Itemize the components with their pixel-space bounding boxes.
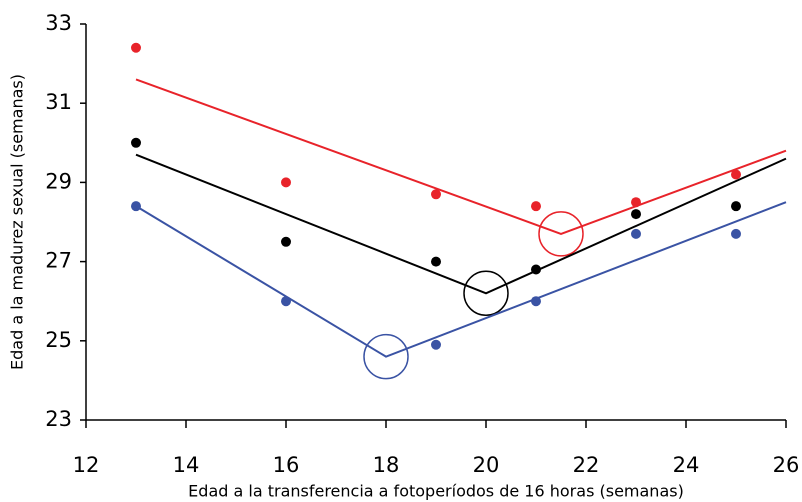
point	[281, 177, 291, 188]
y-tick-label: 33	[45, 11, 72, 35]
point	[631, 209, 641, 220]
point	[731, 169, 741, 180]
y-tick-label: 27	[45, 249, 72, 273]
x-axis-title: Edad a la transferencia a fotoperíodos d…	[188, 482, 684, 501]
y-tick-label: 31	[45, 90, 72, 114]
point	[531, 201, 541, 212]
point	[531, 296, 541, 307]
fit-line	[135, 201, 787, 358]
point	[631, 197, 641, 208]
point	[131, 42, 141, 53]
point	[631, 228, 641, 239]
point	[431, 189, 441, 200]
x-tick-label: 12	[73, 453, 100, 477]
point	[431, 256, 441, 267]
x-tick-label: 18	[373, 453, 400, 477]
point	[531, 264, 541, 275]
x-tick-label: 14	[173, 453, 200, 477]
point	[131, 201, 141, 212]
y-tick-label: 29	[45, 169, 72, 193]
breakpoint-circle	[463, 270, 509, 317]
y-tick-label: 23	[45, 407, 72, 431]
y-axis-title: Edad a la madurez sexual (semanas)	[8, 74, 27, 370]
x-tick-label: 16	[273, 453, 300, 477]
fit-line	[135, 153, 787, 295]
point	[131, 137, 141, 148]
fit-line	[135, 78, 787, 235]
point	[431, 339, 441, 350]
breakpoint-circle	[363, 333, 409, 380]
breakpoint-circle	[538, 211, 584, 257]
x-tick-label: 22	[573, 453, 600, 477]
x-tick-label: 24	[673, 453, 700, 477]
y-tick-label: 25	[45, 328, 72, 352]
point	[281, 296, 291, 307]
x-tick-label: 20	[473, 453, 500, 477]
point	[281, 236, 291, 247]
point	[731, 228, 741, 239]
x-tick-label: 26	[773, 453, 800, 477]
point	[731, 201, 741, 212]
